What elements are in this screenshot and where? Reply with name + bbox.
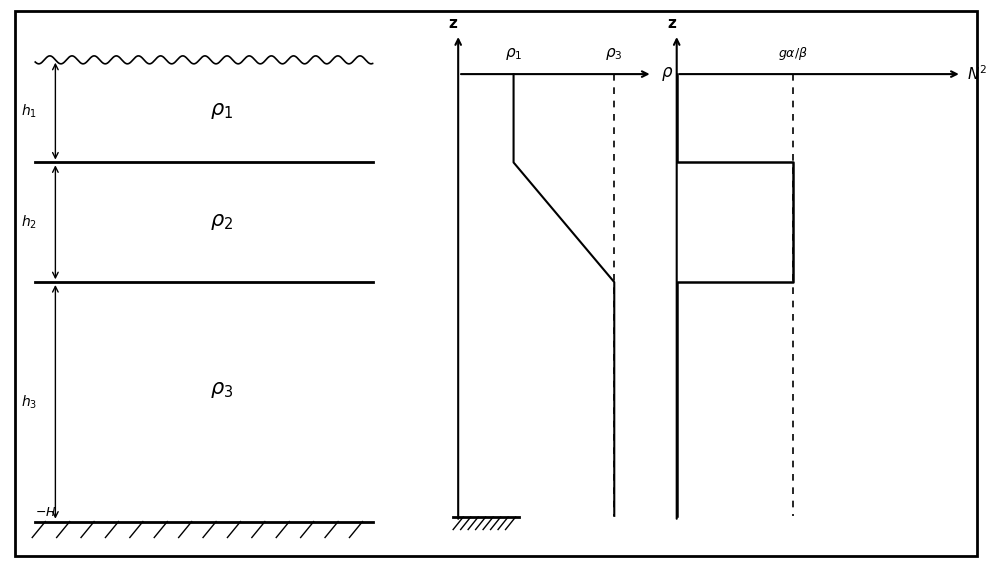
- Text: $\rho$: $\rho$: [661, 65, 673, 83]
- Text: $g\alpha/\beta$: $g\alpha/\beta$: [777, 44, 808, 62]
- Text: z: z: [668, 17, 676, 31]
- Text: $\rho_3$: $\rho_3$: [605, 46, 623, 62]
- Text: $-H$: $-H$: [35, 506, 56, 519]
- Text: $N^2$: $N^2$: [967, 65, 987, 83]
- Text: $\rho_1$: $\rho_1$: [505, 46, 523, 62]
- Text: $\rho_1$: $\rho_1$: [210, 101, 233, 121]
- Text: $\rho_3$: $\rho_3$: [209, 380, 234, 401]
- Text: z: z: [449, 17, 457, 31]
- Text: $h_1$: $h_1$: [21, 103, 37, 120]
- Text: $h_2$: $h_2$: [21, 214, 37, 231]
- Text: $\rho_2$: $\rho_2$: [210, 212, 233, 233]
- Text: $h_3$: $h_3$: [21, 393, 37, 410]
